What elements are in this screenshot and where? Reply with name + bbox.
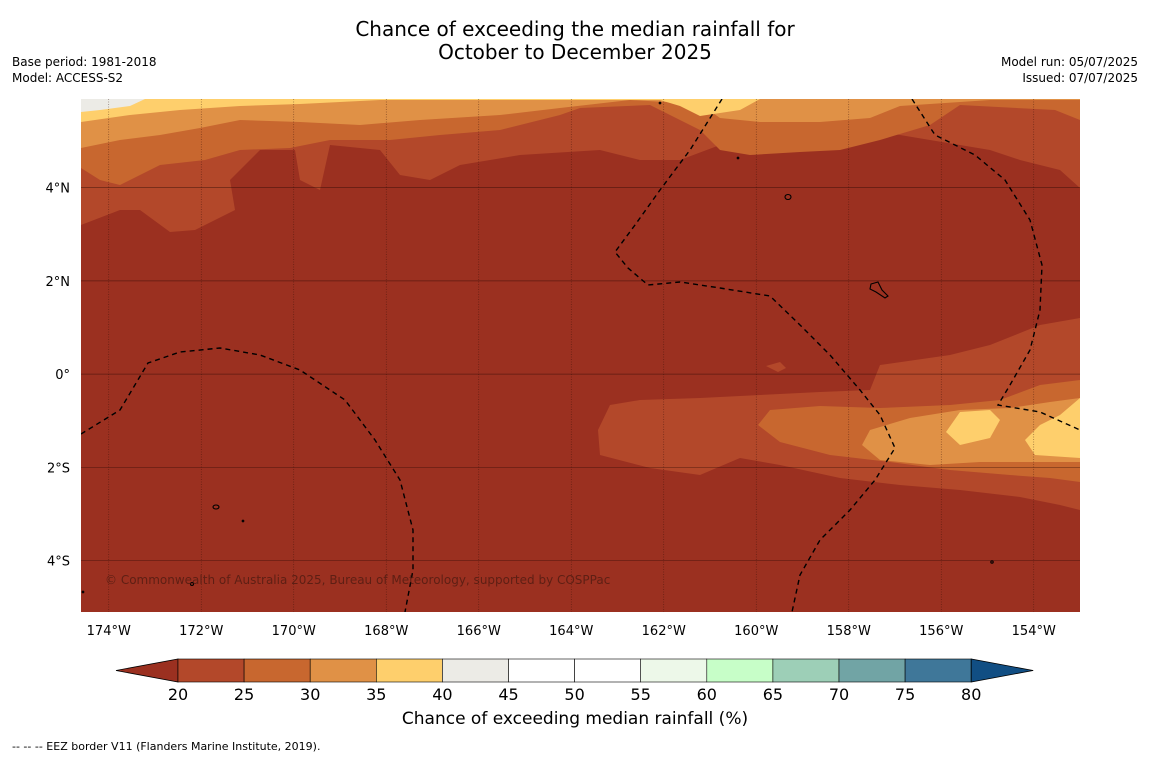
colorbar-tick: 25 xyxy=(234,685,254,704)
colorbar-extend-high xyxy=(970,658,1034,683)
colorbar-title: Chance of exceeding median rainfall (%) xyxy=(401,709,749,729)
longitude-label: 164°W xyxy=(549,624,593,639)
band-35-40-north xyxy=(81,99,1080,148)
longitude-label: 158°W xyxy=(827,624,871,639)
longitude-labels: 174°W 172°W 170°W 168°W 166°W 164°W 162°W 160°W… xyxy=(87,624,1056,639)
eez-borders xyxy=(81,99,1080,612)
colorbar-tick: 80 xyxy=(961,685,981,704)
model-name: Model: ACCESS-S2 xyxy=(12,71,124,85)
colorbar-segment xyxy=(375,658,443,683)
colorbar-segment xyxy=(640,658,708,683)
islands xyxy=(81,101,994,594)
island-outline xyxy=(736,156,740,160)
latitude-label: 2°S xyxy=(47,461,70,476)
band-40-45-north xyxy=(81,99,760,122)
copyright-notice: © Commonwealth of Australia 2025, Bureau… xyxy=(105,573,610,587)
map-title: Chance of exceeding the median rainfall … xyxy=(0,18,1150,64)
longitude-label: 172°W xyxy=(179,624,223,639)
colorbar-tick: 65 xyxy=(763,685,783,704)
gridlines xyxy=(81,99,1080,612)
colorbar-segment xyxy=(309,658,377,683)
colorbar-segment xyxy=(838,658,906,683)
model-run: Model run: 05/07/2025 xyxy=(1000,55,1138,69)
island-outline xyxy=(784,193,792,201)
island-outline xyxy=(81,590,85,594)
longitude-label: 154°W xyxy=(1012,624,1056,639)
colorbar-tick: 30 xyxy=(300,685,320,704)
colorbar-tick: 70 xyxy=(829,685,849,704)
colorbar-extend-low xyxy=(115,658,179,683)
island-outline xyxy=(241,519,245,523)
colorbar-segment xyxy=(442,658,509,683)
longitude-label: 156°W xyxy=(919,624,963,639)
eez-border-kiribati-west xyxy=(81,347,414,612)
latitude-label: 4°N xyxy=(46,182,71,197)
title-line-1: Chance of exceeding the median rainfall … xyxy=(355,17,795,41)
issued-date: Issued: 07/07/2025 xyxy=(1022,71,1138,85)
base-period: Base period: 1981-2018 xyxy=(12,55,157,69)
band-45-50-north xyxy=(81,99,145,112)
meta-left: Base period: 1981-2018 Model: ACCESS-S2 xyxy=(12,54,157,86)
island-outline xyxy=(869,281,889,299)
longitude-label: 162°W xyxy=(642,624,686,639)
colorbar-tick: 45 xyxy=(498,685,518,704)
colorbar-tick: 20 xyxy=(168,685,188,704)
colorbar-segment xyxy=(177,658,245,683)
latitude-label: 4°S xyxy=(47,555,70,570)
island-outline xyxy=(990,560,994,564)
colorbar-tick-labels: 20 25 30 35 40 45 50 55 60 65 70 75 80 xyxy=(168,685,982,704)
field-base xyxy=(81,99,1080,612)
meta-right: Model run: 05/07/2025 Issued: 07/07/2025 xyxy=(1001,54,1138,86)
band-25-30-east-edge xyxy=(1068,338,1080,346)
colorbar-segment xyxy=(706,658,774,683)
colorbar-tick: 50 xyxy=(564,685,584,704)
island-outline xyxy=(212,504,220,510)
colorbar-tick: 60 xyxy=(697,685,717,704)
colorbar-tick: 35 xyxy=(366,685,386,704)
eez-footnote: -- -- -- EEZ border V11 (Flanders Marine… xyxy=(12,740,321,753)
latitude-label: 2°N xyxy=(46,275,71,290)
colorbar-segment xyxy=(508,658,575,683)
colorbar xyxy=(115,658,1034,683)
colorbar-segment xyxy=(772,658,840,683)
longitude-label: 166°W xyxy=(457,624,501,639)
colorbar-tick: 55 xyxy=(631,685,651,704)
colorbar-segment xyxy=(904,658,972,683)
longitude-label: 160°W xyxy=(734,624,778,639)
band-40-45-east xyxy=(1025,398,1080,458)
colorbar-segment xyxy=(243,658,311,683)
title-line-2: October to December 2025 xyxy=(438,40,712,64)
latitude-label: 0° xyxy=(55,368,70,383)
rainfall-probability-field xyxy=(81,99,1080,612)
latitude-labels: 4°N 2°N 0° 2°S 4°S xyxy=(46,182,71,570)
longitude-label: 168°W xyxy=(364,624,408,639)
eez-border-line-islands xyxy=(614,99,896,612)
island-outline xyxy=(189,581,195,587)
colorbar-tick: 75 xyxy=(895,685,915,704)
band-40-45-south xyxy=(946,410,1000,445)
island-outline xyxy=(658,101,662,105)
longitude-label: 170°W xyxy=(272,624,316,639)
longitude-label: 174°W xyxy=(87,624,131,639)
band-25-30-patch xyxy=(766,362,786,372)
colorbar-tick: 40 xyxy=(432,685,452,704)
colorbar-segment xyxy=(574,658,641,683)
